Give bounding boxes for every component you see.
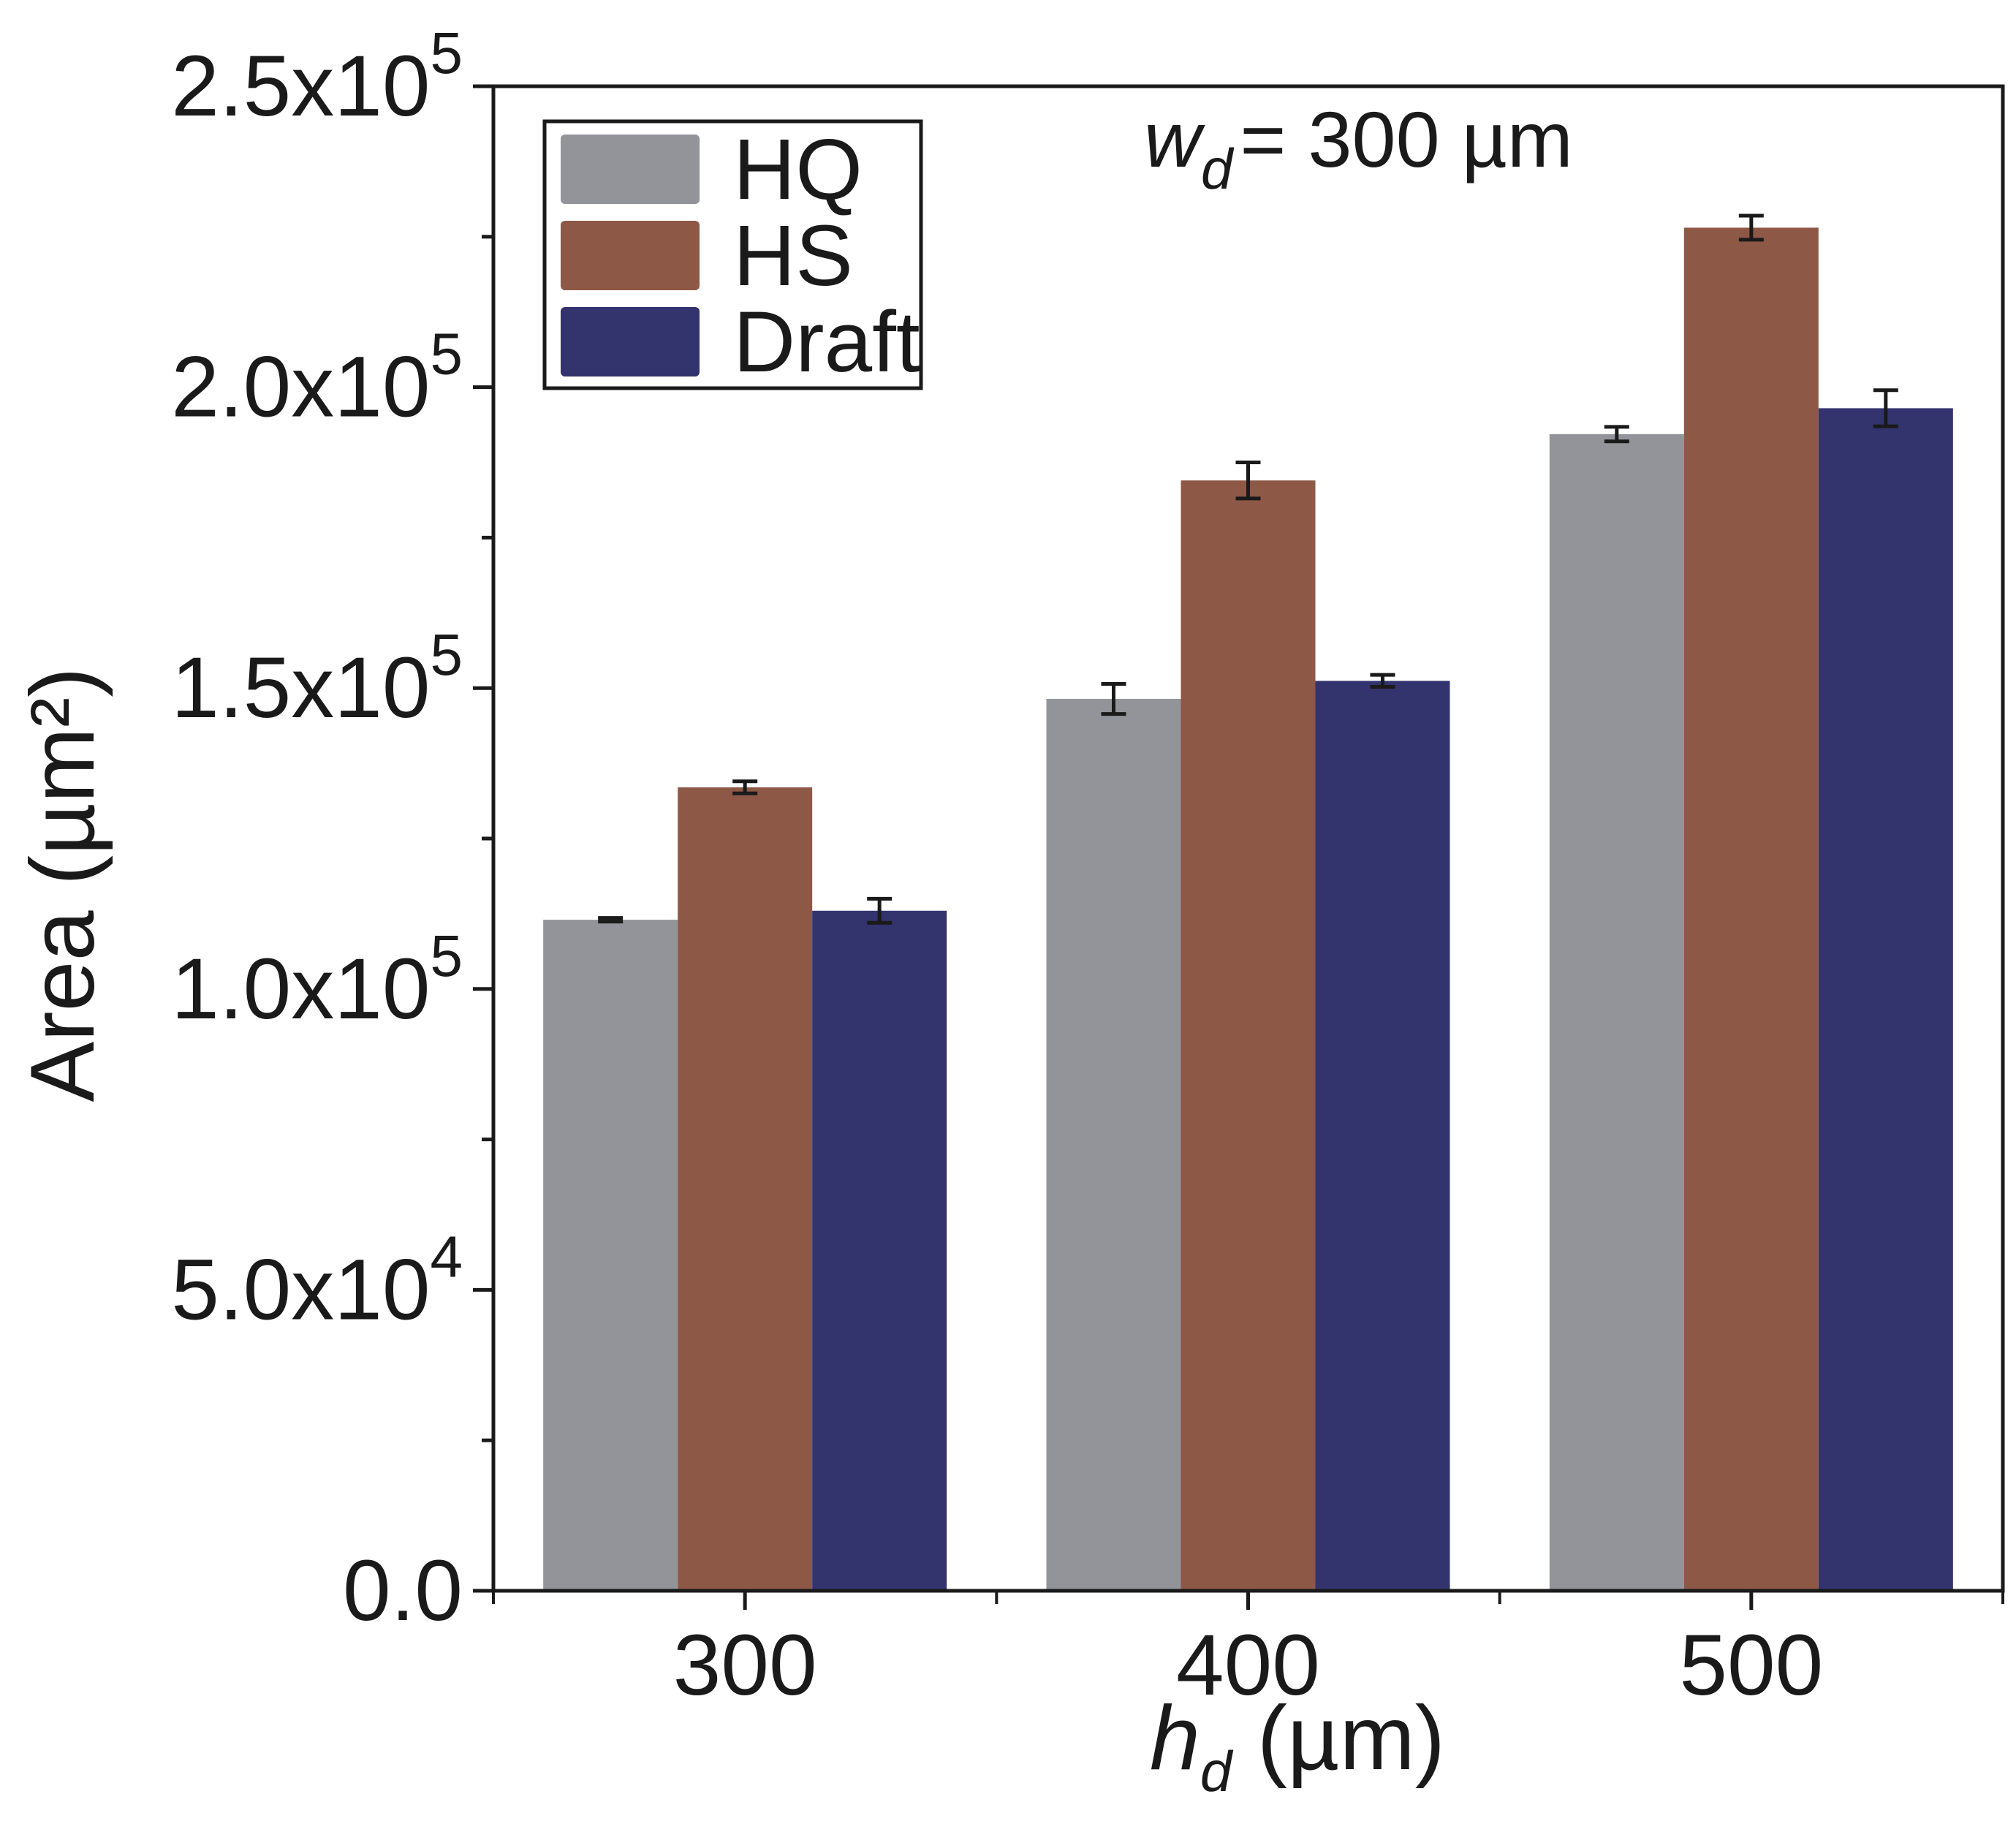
x-title-unit: (µm) <box>1232 1688 1445 1789</box>
bar-hq-500 <box>1549 434 1684 1591</box>
x-title-subscript: d <box>1200 1739 1234 1804</box>
legend-swatch-hq <box>561 135 700 204</box>
bar-draft-400 <box>1315 681 1450 1592</box>
bar-hs-400 <box>1181 480 1316 1591</box>
y-tick-exponent: 5 <box>431 923 463 988</box>
y-tick-mantissa: 1.5x10 <box>171 640 430 736</box>
x-title-symbol: h <box>1150 1688 1200 1789</box>
bar-hq-300 <box>543 920 678 1591</box>
y-tick-exponent: 4 <box>431 1224 463 1289</box>
error-bar-draft-300 <box>867 896 893 925</box>
error-bar-draft-500 <box>1873 388 1898 428</box>
y-tick-mantissa: 0.0 <box>343 1543 463 1639</box>
y-tick-exponent: 5 <box>431 622 463 687</box>
bar-hs-500 <box>1683 227 1819 1591</box>
bar-draft-300 <box>812 910 947 1591</box>
legend-label-hq: HQ <box>733 121 863 218</box>
annotation-subscript: d <box>1201 137 1235 201</box>
error-bar-hq-300 <box>598 916 624 924</box>
legend-label-draft: Draft <box>733 294 920 390</box>
legend-swatch-draft <box>561 307 700 376</box>
bar-draft-500 <box>1818 408 1953 1591</box>
x-tick-label-300: 300 <box>673 1617 817 1714</box>
y-tick-mantissa: 2.5x10 <box>171 38 430 135</box>
y-tick-mantissa: 2.0x10 <box>171 339 430 436</box>
legend-label-hs: HS <box>733 208 853 304</box>
ticks-layer: 300 400 5000.05.0x1041.0x1051.5x1052.0x105… <box>171 20 2004 1714</box>
annotation-text: = 300 µm <box>1240 95 1572 183</box>
error-bars-layer <box>598 213 1898 925</box>
y-tick-label-150000: 1.5x105 <box>171 622 463 736</box>
error-bar-hs-500 <box>1738 213 1764 242</box>
y-axis-title: Area (µm²) <box>12 667 113 1102</box>
y-tick-exponent: 5 <box>431 20 463 86</box>
y-tick-label-200000: 2.0x105 <box>171 322 463 436</box>
error-bar-hq-500 <box>1604 425 1629 444</box>
error-bar-hs-300 <box>732 779 758 795</box>
annotation-symbol: w <box>1144 95 1205 183</box>
annotation-wd: wd= 300 µm <box>1144 95 1573 201</box>
error-bar-hs-400 <box>1235 461 1261 501</box>
error-bar-draft-400 <box>1370 673 1395 689</box>
y-tick-label-100000: 1.0x105 <box>171 923 463 1037</box>
y-tick-mantissa: 5.0x10 <box>171 1241 430 1338</box>
y-tick-exponent: 5 <box>431 322 463 387</box>
error-bar-hq-400 <box>1101 681 1126 716</box>
legend-swatch-hs <box>561 221 700 290</box>
x-axis-title: hd (µm) <box>1150 1688 1445 1804</box>
bar-hs-300 <box>678 787 813 1591</box>
y-tick-label-250000: 2.5x105 <box>171 20 463 135</box>
x-tick-label-500: 500 <box>1679 1617 1823 1714</box>
bar-hq-400 <box>1046 699 1181 1591</box>
y-tick-mantissa: 1.0x10 <box>171 941 430 1037</box>
bars-layer <box>543 227 1953 1592</box>
x-tick-label-400: 400 <box>1176 1617 1320 1714</box>
y-tick-label-0: 0.0 <box>343 1543 463 1639</box>
y-tick-label-50000: 5.0x104 <box>171 1224 463 1338</box>
